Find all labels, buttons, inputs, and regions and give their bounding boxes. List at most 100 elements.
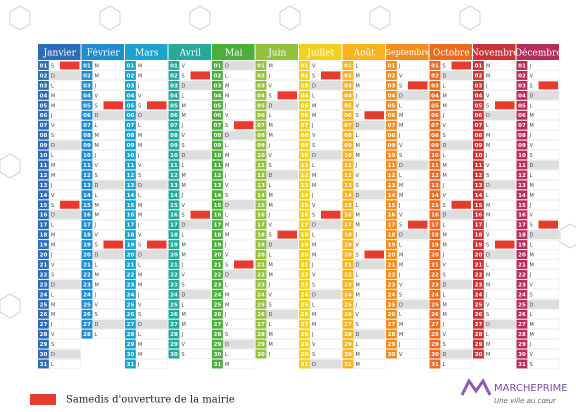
day-number-box xyxy=(299,160,310,170)
day-number: 13 xyxy=(83,183,91,189)
weekday: V xyxy=(530,213,534,219)
day-number-box xyxy=(299,70,310,80)
day-cell xyxy=(92,329,125,339)
day-cell xyxy=(396,130,429,140)
day-number: 21 xyxy=(518,262,526,268)
weekday: L xyxy=(443,223,446,229)
weekday: V xyxy=(51,123,55,129)
day-number: 27 xyxy=(127,322,135,328)
day-number-box xyxy=(255,349,267,359)
day-cell xyxy=(266,110,299,120)
day-number: 29 xyxy=(40,342,48,348)
weekday: S xyxy=(51,342,54,348)
day-number: 25 xyxy=(301,302,309,308)
day-number-box xyxy=(168,299,180,309)
day-cell xyxy=(222,100,255,110)
weekday: D xyxy=(312,362,316,368)
day-number-box xyxy=(342,200,354,210)
weekday: S xyxy=(95,103,98,109)
day-number: 13 xyxy=(518,183,526,189)
logo-name: MARCHEPRIME xyxy=(494,383,568,394)
weekday: L xyxy=(225,352,228,358)
weekday: J xyxy=(311,262,313,268)
day-number-box xyxy=(473,329,484,339)
day-number: 01 xyxy=(388,63,396,69)
day-cell xyxy=(222,349,255,359)
day-cell xyxy=(440,299,473,309)
day-cell xyxy=(92,70,125,81)
day-number-box xyxy=(168,170,180,180)
day-number-box xyxy=(516,349,528,359)
day-number-box xyxy=(212,269,223,279)
day-number: 11 xyxy=(475,163,483,169)
weekday: L xyxy=(182,163,185,169)
day-number-box xyxy=(342,329,354,339)
day-number: 24 xyxy=(344,292,352,298)
weekday: M xyxy=(312,253,316,259)
day-number-box xyxy=(342,359,354,369)
day-number-box xyxy=(299,140,310,150)
weekday: L xyxy=(356,203,359,209)
day-cell xyxy=(309,319,342,329)
day-cell xyxy=(222,339,255,349)
day-number-box xyxy=(212,250,223,259)
day-cell xyxy=(353,339,386,349)
day-number: 21 xyxy=(388,262,396,268)
day-cell xyxy=(135,329,168,339)
day-number-box xyxy=(429,210,441,220)
day-number: 18 xyxy=(518,233,526,239)
day-number-box xyxy=(81,220,93,230)
day-number: 07 xyxy=(301,123,309,129)
weekday: L xyxy=(399,103,402,109)
day-number: 06 xyxy=(431,113,439,119)
day-number-box xyxy=(125,349,136,359)
day-number: 02 xyxy=(40,73,48,79)
weekday: D xyxy=(530,233,534,239)
day-cell xyxy=(222,329,255,339)
day-cell xyxy=(396,339,429,349)
day-cell xyxy=(48,359,81,369)
weekday: D xyxy=(443,143,447,149)
day-cell xyxy=(266,279,299,290)
day-number: 31 xyxy=(127,362,135,368)
day-number-box xyxy=(81,260,93,269)
day-number: 18 xyxy=(40,233,48,239)
weekday: L xyxy=(486,262,489,268)
day-cell xyxy=(92,190,125,200)
day-number-box xyxy=(255,279,267,289)
weekday: V xyxy=(356,173,360,179)
weekday: S xyxy=(312,73,315,79)
day-number: 10 xyxy=(388,153,396,159)
day-number: 18 xyxy=(170,233,178,239)
opening-saturday xyxy=(103,240,123,249)
day-cell xyxy=(266,259,299,270)
day-number-box xyxy=(386,289,397,299)
day-number: 02 xyxy=(257,73,265,79)
day-number: 16 xyxy=(344,213,352,219)
day-cell xyxy=(92,249,125,260)
day-number-box xyxy=(299,200,310,210)
day-cell xyxy=(222,130,255,140)
weekday: V xyxy=(443,123,447,129)
weekday: J xyxy=(50,322,52,328)
day-number-box xyxy=(38,339,49,349)
day-cell xyxy=(309,200,342,210)
day-number-box xyxy=(386,329,397,339)
weekday: M xyxy=(486,282,490,288)
day-cell xyxy=(266,319,299,329)
weekday: M xyxy=(95,73,99,79)
day-cell xyxy=(48,249,81,260)
day-number-box xyxy=(212,309,223,319)
day-cell xyxy=(483,299,516,309)
weekday: J xyxy=(224,173,226,179)
month-name: Mars xyxy=(135,49,159,59)
day-cell xyxy=(353,359,386,369)
day-cell xyxy=(527,100,560,110)
day-cell xyxy=(48,80,81,91)
day-number: 19 xyxy=(475,243,483,249)
day-number-box xyxy=(212,110,223,120)
day-number: 27 xyxy=(388,322,396,328)
day-number-box xyxy=(299,230,310,240)
day-cell xyxy=(48,339,81,349)
day-number-box xyxy=(125,70,136,80)
